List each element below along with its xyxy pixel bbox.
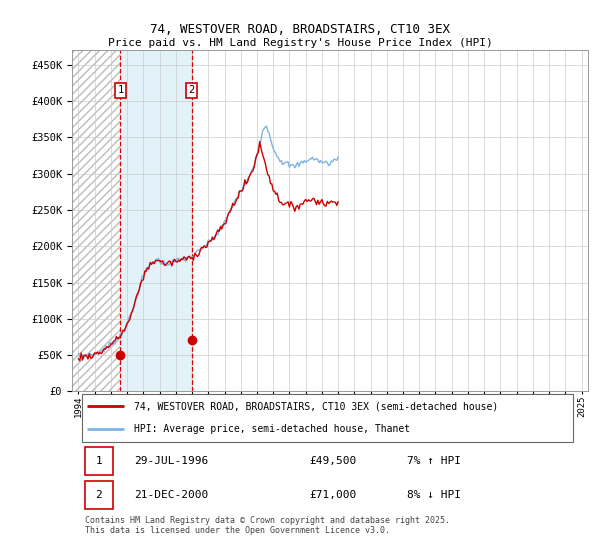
Bar <box>72 50 121 391</box>
Text: 21-DEC-2000: 21-DEC-2000 <box>134 490 208 500</box>
Text: 2: 2 <box>188 85 195 95</box>
Text: 7% ↑ HPI: 7% ↑ HPI <box>407 456 461 466</box>
Text: £49,500: £49,500 <box>310 456 356 466</box>
FancyBboxPatch shape <box>85 447 113 474</box>
Bar <box>121 50 191 391</box>
Bar <box>72 50 121 391</box>
Text: 1: 1 <box>95 456 102 466</box>
Text: 74, WESTOVER ROAD, BROADSTAIRS, CT10 3EX (semi-detached house): 74, WESTOVER ROAD, BROADSTAIRS, CT10 3EX… <box>134 401 498 411</box>
FancyBboxPatch shape <box>82 394 572 442</box>
Text: 1: 1 <box>117 85 124 95</box>
Text: Contains HM Land Registry data © Crown copyright and database right 2025.
This d: Contains HM Land Registry data © Crown c… <box>85 516 450 535</box>
Text: £71,000: £71,000 <box>310 490 356 500</box>
Text: 29-JUL-1996: 29-JUL-1996 <box>134 456 208 466</box>
Text: 74, WESTOVER ROAD, BROADSTAIRS, CT10 3EX: 74, WESTOVER ROAD, BROADSTAIRS, CT10 3EX <box>150 24 450 36</box>
FancyBboxPatch shape <box>85 482 113 508</box>
Text: Price paid vs. HM Land Registry's House Price Index (HPI): Price paid vs. HM Land Registry's House … <box>107 38 493 48</box>
Text: HPI: Average price, semi-detached house, Thanet: HPI: Average price, semi-detached house,… <box>134 424 410 434</box>
Text: 2: 2 <box>95 490 102 500</box>
Text: 8% ↓ HPI: 8% ↓ HPI <box>407 490 461 500</box>
